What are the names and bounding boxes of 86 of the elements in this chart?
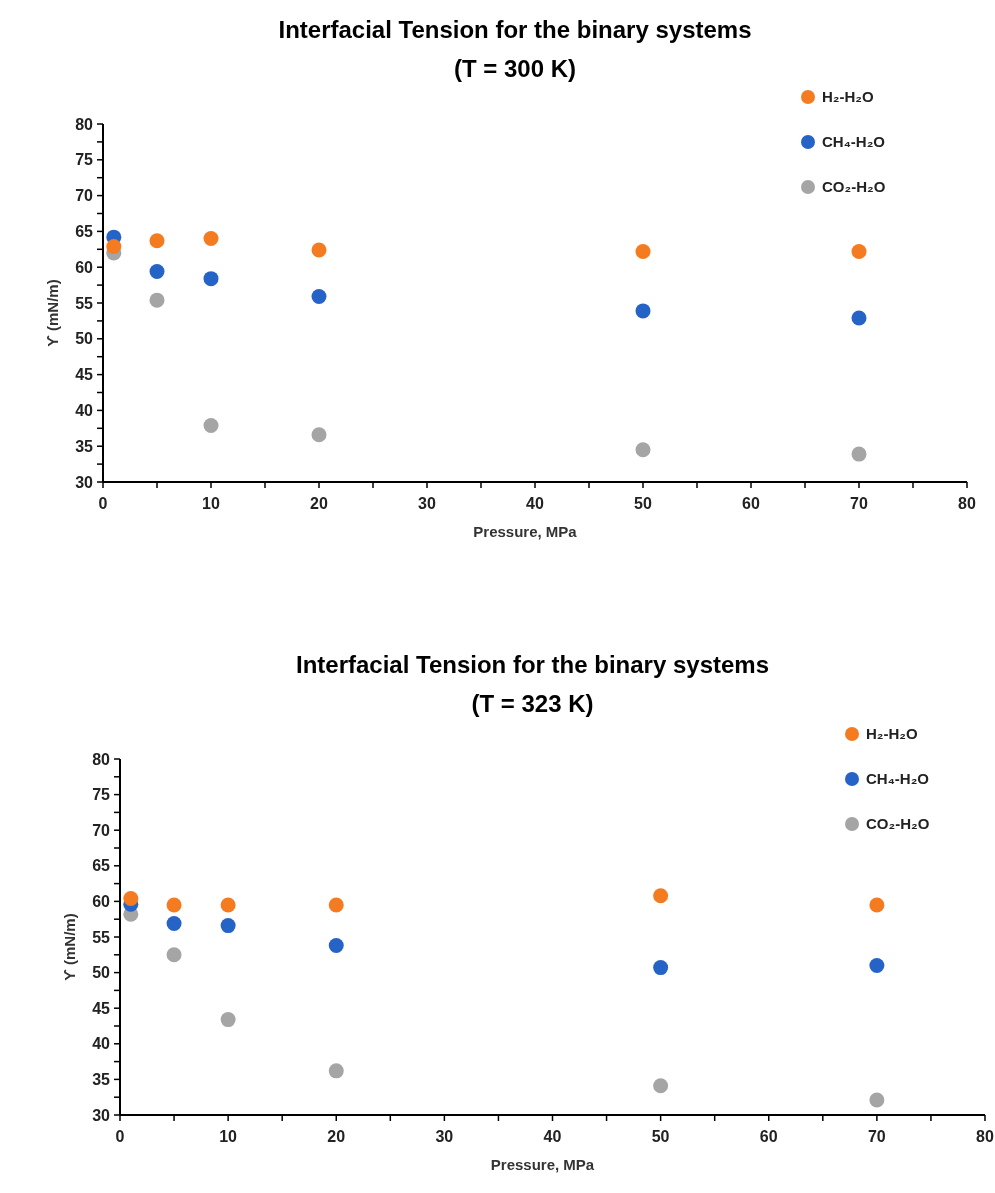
y-tick-label: 50 bbox=[75, 330, 94, 348]
point bbox=[220, 1012, 236, 1028]
x-tick-label: 70 bbox=[867, 1128, 886, 1145]
x-tick-label: 20 bbox=[327, 1128, 346, 1145]
y-tick-label: 50 bbox=[92, 964, 111, 982]
point bbox=[653, 888, 669, 904]
legend-label: CO₂-H₂O bbox=[866, 815, 930, 833]
point bbox=[328, 1063, 344, 1079]
point bbox=[311, 427, 327, 443]
point bbox=[149, 233, 165, 249]
point bbox=[203, 271, 219, 287]
y-tick-label: 45 bbox=[75, 366, 94, 384]
point bbox=[869, 897, 885, 913]
y-tick-label: 35 bbox=[92, 1071, 111, 1088]
point bbox=[203, 231, 219, 247]
y-axis-title: ϒ (mN/m) bbox=[61, 913, 78, 981]
y-tick-label: 40 bbox=[75, 402, 94, 419]
y-tick-label: 70 bbox=[92, 821, 111, 839]
point bbox=[635, 303, 651, 319]
y-tick-label: 65 bbox=[75, 223, 94, 240]
x-tick-label: 50 bbox=[651, 1128, 670, 1145]
legend-label: H₂-H₂O bbox=[866, 725, 918, 743]
y-tick-label: 70 bbox=[75, 187, 94, 205]
legend-label: H₂-H₂O bbox=[822, 88, 874, 106]
x-tick-label: 80 bbox=[976, 1128, 994, 1145]
point bbox=[149, 264, 165, 279]
x-tick-label: 60 bbox=[742, 495, 760, 512]
point bbox=[851, 243, 867, 259]
x-tick-label: 30 bbox=[435, 1128, 454, 1145]
point bbox=[311, 289, 327, 305]
y-tick-label: 60 bbox=[75, 258, 94, 276]
point bbox=[149, 292, 165, 308]
chart-title: Interfacial Tension for the binary systems bbox=[295, 651, 770, 678]
point bbox=[635, 243, 651, 259]
x-axis-title: Pressure, MPa bbox=[473, 523, 578, 540]
y-tick-label: 45 bbox=[92, 999, 111, 1017]
point bbox=[123, 891, 139, 907]
x-tick-label: 30 bbox=[418, 495, 436, 512]
x-tick-label: 40 bbox=[526, 495, 544, 512]
y-tick-label: 40 bbox=[92, 1035, 111, 1053]
x-tick-label: 70 bbox=[850, 495, 868, 512]
legend-label: CH₄-H₂O bbox=[866, 770, 930, 788]
y-tick-label: 30 bbox=[75, 473, 94, 491]
y-tick-label: 60 bbox=[92, 893, 111, 910]
chart-title: Interfacial Tension for the binary systems bbox=[278, 16, 752, 43]
legend-label: CH₄-H₂O bbox=[822, 133, 886, 151]
point bbox=[166, 897, 182, 913]
point bbox=[869, 957, 885, 973]
point bbox=[328, 938, 344, 954]
y-axis-title: ϒ (mN/m) bbox=[44, 279, 61, 347]
point bbox=[635, 442, 651, 458]
x-tick-label: 40 bbox=[543, 1128, 562, 1145]
chart-subtitle: (T = 300 K) bbox=[453, 55, 577, 82]
point bbox=[220, 897, 236, 913]
legend-label: CO₂-H₂O bbox=[822, 178, 886, 196]
x-tick-label: 0 bbox=[115, 1128, 125, 1145]
x-tick-label: 80 bbox=[958, 495, 976, 512]
point bbox=[220, 918, 236, 934]
chart-subtitle: (T = 323 K) bbox=[471, 690, 594, 717]
point bbox=[311, 242, 327, 258]
point bbox=[166, 915, 182, 931]
x-tick-label: 10 bbox=[219, 1128, 238, 1145]
point bbox=[869, 1092, 885, 1108]
y-tick-label: 75 bbox=[92, 786, 111, 804]
x-axis-title: Pressure, MPa bbox=[490, 1156, 595, 1173]
y-tick-label: 80 bbox=[75, 115, 94, 133]
x-tick-label: 20 bbox=[310, 495, 328, 512]
point bbox=[166, 947, 182, 963]
x-tick-label: 60 bbox=[759, 1128, 778, 1145]
point bbox=[653, 960, 669, 976]
y-tick-label: 55 bbox=[75, 294, 94, 312]
point bbox=[203, 417, 219, 433]
point bbox=[106, 238, 122, 254]
point bbox=[653, 1078, 669, 1094]
x-tick-label: 0 bbox=[98, 495, 108, 512]
y-tick-label: 80 bbox=[92, 750, 111, 768]
y-tick-label: 55 bbox=[92, 928, 111, 946]
x-tick-label: 50 bbox=[634, 495, 652, 512]
point bbox=[851, 310, 867, 326]
y-tick-label: 30 bbox=[92, 1106, 111, 1124]
y-tick-label: 65 bbox=[92, 857, 111, 875]
y-tick-label: 35 bbox=[75, 437, 94, 455]
x-tick-label: 10 bbox=[202, 495, 220, 512]
point bbox=[328, 897, 344, 913]
point bbox=[851, 446, 867, 462]
y-tick-label: 75 bbox=[75, 151, 94, 169]
